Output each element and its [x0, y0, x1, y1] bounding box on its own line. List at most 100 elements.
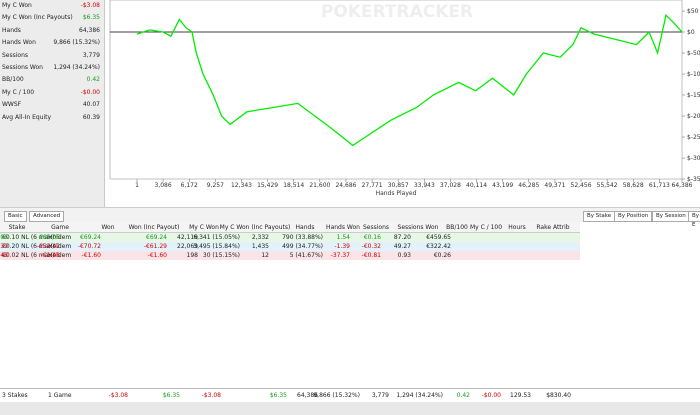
stat-label: My C Won — [2, 2, 32, 9]
table-cell: Holdem — [48, 234, 72, 241]
column-header[interactable]: Hands — [295, 224, 315, 231]
table-cell: 499 (34.77%) — [282, 243, 323, 250]
table-row[interactable]: €0.10 NL (6 max)Holdem€65.06€65.06€69.24… — [0, 233, 580, 242]
x-axis-label: Hands Played — [376, 190, 417, 197]
table-cell: -€1.60 — [147, 252, 167, 259]
stat-value: $6.35 — [82, 14, 100, 22]
tab[interactable]: By Stake — [583, 211, 616, 222]
stat-value: 9,866 (15.32%) — [53, 39, 100, 47]
table-cell: €0.26 — [433, 252, 451, 259]
stat-label: Hands — [2, 26, 21, 34]
table-cell: €69.24 — [80, 234, 101, 241]
y-tick-label: $-150 — [687, 92, 700, 99]
table-row[interactable]: €0.02 NL (6 max)Holdem-€1.48-€1.48-€1.60… — [0, 251, 580, 260]
table-cell: 12 — [261, 252, 269, 259]
table-cell: -37.37 — [330, 252, 350, 259]
tab[interactable]: Advanced — [29, 211, 65, 222]
footer-cell: 64,386 — [297, 392, 318, 399]
footer-cell: 3,779 — [371, 392, 389, 399]
stat-label: WWSF — [2, 101, 22, 109]
y-tick-label: $-350 — [687, 176, 700, 183]
column-header[interactable]: Won — [101, 224, 115, 231]
x-tick-label: 27,771 — [362, 182, 383, 189]
table-cell: €459.65 — [426, 234, 451, 241]
status-bar — [0, 402, 700, 415]
tab[interactable]: Basic — [4, 211, 27, 222]
column-header[interactable]: Sessions — [362, 224, 390, 231]
table-cell: -€0.32 — [361, 243, 381, 250]
footer-cell: $830.40 — [546, 392, 571, 399]
column-header[interactable]: My C Won — [189, 224, 219, 231]
footer-cell: $6.35 — [162, 392, 180, 399]
table-cell: €0.02 NL (6 max) — [2, 252, 55, 259]
stat-label: BB/100 — [2, 76, 24, 84]
x-tick-label: 58,628 — [623, 182, 644, 189]
watermark: POKERTRACKER — [321, 2, 473, 22]
table-cell: -€61.29 — [143, 243, 167, 250]
y-tick-label: $-200 — [687, 113, 700, 120]
x-tick-label: 3,086 — [155, 182, 172, 189]
table-cell: 6,341 (15.05%) — [193, 234, 240, 241]
x-tick-label: 37,028 — [440, 182, 461, 189]
table-cell: 1.54 — [336, 234, 350, 241]
stat-value: 40.07 — [82, 101, 100, 109]
tab[interactable]: By E — [688, 211, 700, 228]
table-cell: 3,495 (15.84%) — [193, 243, 240, 250]
x-tick-label: 61,713 — [649, 182, 670, 189]
table-cell: €0.10 NL (6 max) — [2, 234, 55, 241]
footer-cell: 1,294 (34.24%) — [396, 392, 443, 399]
x-tick-label: 18,514 — [283, 182, 304, 189]
x-tick-label: 46,285 — [518, 182, 539, 189]
stat-label: My C / 100 — [2, 88, 35, 96]
table-cell: -€1.48 — [0, 252, 8, 259]
y-tick-label: $50 — [687, 8, 699, 15]
table-cell: -€52.42 — [36, 243, 60, 250]
column-header[interactable]: BB/100 — [446, 224, 468, 231]
column-header[interactable]: Won (Inc Payout) — [128, 224, 180, 231]
table-cell: 0.93 — [397, 252, 411, 259]
x-tick-label: 55,542 — [597, 182, 618, 189]
table-cell: -€0.81 — [361, 252, 381, 259]
column-header[interactable]: My C / 100 — [469, 224, 503, 231]
table-header: Stake Game Won Won (Inc Payout) My C Won My C… — [0, 222, 580, 233]
table-cell: €65.06 — [39, 234, 60, 241]
stat-label: Avg All-In Equity — [2, 113, 52, 121]
table-row[interactable]: €0.20 NL (6 max)Holdem -€61.39 -€52.42 -€70… — [0, 242, 580, 251]
table-cell: 42,119 — [177, 234, 198, 241]
x-tick-label: 49,371 — [544, 182, 565, 189]
column-header[interactable]: Sessions Won — [397, 224, 439, 231]
plot-area — [109, 0, 683, 180]
tab-bar: Basic Advanced By Stake By Position By Sessi… — [0, 207, 700, 228]
table-cell: 49.27 — [393, 243, 411, 250]
column-header[interactable]: Game — [51, 224, 69, 231]
table-cell: -€1.60 — [81, 252, 101, 259]
x-tick-label: 40,114 — [466, 182, 487, 189]
footer-cell: $6.35 — [269, 392, 287, 399]
column-header[interactable]: Hands Won — [326, 224, 360, 231]
table-cell: €65.06 — [0, 234, 8, 241]
tab[interactable]: By Session — [652, 211, 690, 222]
x-tick-label: 21,600 — [309, 182, 330, 189]
column-header[interactable]: My C Won (Inc Payouts) — [219, 224, 291, 231]
table-cell: 30 (15.15%) — [202, 252, 240, 259]
table-cell: 2,332 — [251, 234, 269, 241]
stats-panel: My C Won -$3.08 My C Won (Inc Payouts) $6.3… — [0, 0, 105, 207]
column-header[interactable]: Hours — [508, 224, 526, 231]
chart: POKERTRACKER $50 $0 $-50 $-100 $-150 $-200 $-25… — [109, 0, 700, 197]
stat-value: -$3.08 — [80, 2, 100, 9]
table-cell: -€70.72 — [77, 243, 101, 250]
column-header[interactable]: Stake — [8, 224, 26, 231]
stat-value: 60.39 — [82, 113, 100, 121]
footer-cell: -$3.08 — [201, 392, 221, 399]
stat-value: 3,779 — [82, 51, 100, 59]
table-cell: 22,069 — [177, 243, 198, 250]
tab[interactable]: By Position — [614, 211, 653, 222]
x-tick-label: 15,429 — [257, 182, 278, 189]
stat-value: 64,386 — [79, 26, 100, 34]
column-header[interactable]: Rake Attrib — [536, 224, 570, 231]
table-cell: 198 — [186, 252, 198, 259]
footer-cell: 1 Game — [48, 392, 72, 399]
footer-cell: 9,866 (15.32%) — [313, 392, 360, 399]
footer-cell: 0.42 — [456, 392, 470, 399]
stat-value: -$0.00 — [80, 88, 100, 96]
